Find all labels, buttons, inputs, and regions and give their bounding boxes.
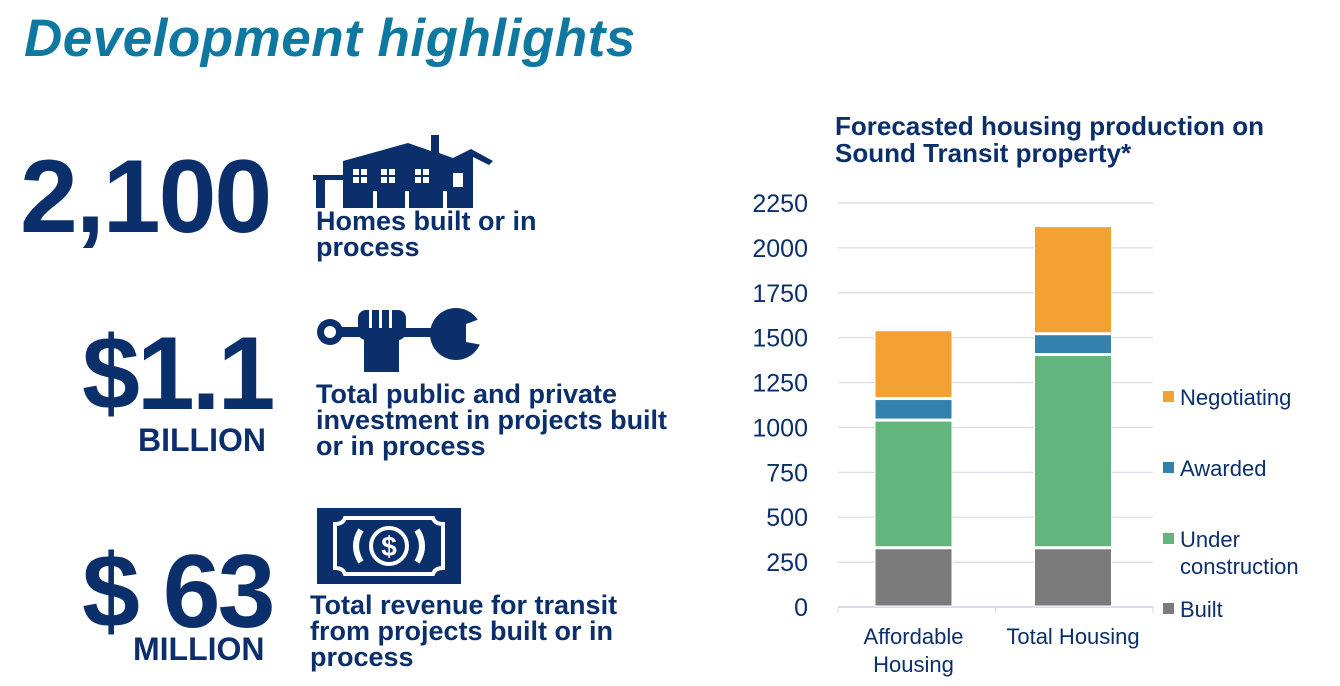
bar-segment-awarded [1034,334,1112,355]
y-tick-label: 2250 [752,190,808,218]
legend-swatch [1163,533,1174,544]
bar-segment-built [874,548,953,607]
revenue-stat-description: Total revenue for transit from projects … [310,590,618,672]
homes-stat-description: Homes built or in process [316,206,537,262]
y-tick-label: 1250 [752,370,808,398]
legend-label: construction [1180,554,1299,579]
y-tick-label: 0 [794,594,808,622]
legend-label: Built [1180,597,1223,622]
y-tick-label: 250 [766,549,808,577]
legend-swatch [1163,462,1174,473]
houses-icon [313,135,493,208]
investment-stat-unit: BILLION [138,422,266,458]
legend-swatch [1163,603,1174,614]
bar-segment-awarded [874,399,953,420]
chart-title: Forecasted housing production on Sound T… [835,111,1264,168]
legend-label: Awarded [1180,456,1266,481]
investment-stat-description: Total public and private investment in p… [316,379,668,461]
legend-label: Negotiating [1180,385,1291,410]
x-tick-label: Housing [873,652,954,677]
y-tick-label: 500 [766,504,808,532]
y-tick-label: 2000 [752,235,808,263]
legend-swatch [1163,391,1174,402]
y-tick-label: 1500 [752,325,808,353]
revenue-stat-unit: MILLION [133,631,265,667]
x-tick-label: Total Housing [1006,624,1139,649]
dollar-bill-icon: $ [317,508,461,584]
y-tick-label: 750 [766,459,808,487]
bar-segment-under-construction [1034,355,1112,548]
bar-segment-negotiating [1034,226,1112,334]
page-title: Development highlights [24,9,636,68]
hand-wrench-key-icon [317,308,488,372]
bar-segment-under-construction [874,420,953,548]
legend-label: Under [1180,527,1240,552]
revenue-stat-value: $ 63 [82,534,275,650]
y-tick-label: 1750 [752,280,808,308]
x-tick-label: Affordable [864,624,964,649]
svg-text:$: $ [381,531,397,562]
bar-segment-negotiating [874,330,953,399]
y-tick-label: 1000 [752,414,808,442]
homes-stat-value: 2,100 [20,139,272,255]
investment-stat-value: $1.1 [82,316,275,432]
bar-segment-built [1034,548,1112,607]
